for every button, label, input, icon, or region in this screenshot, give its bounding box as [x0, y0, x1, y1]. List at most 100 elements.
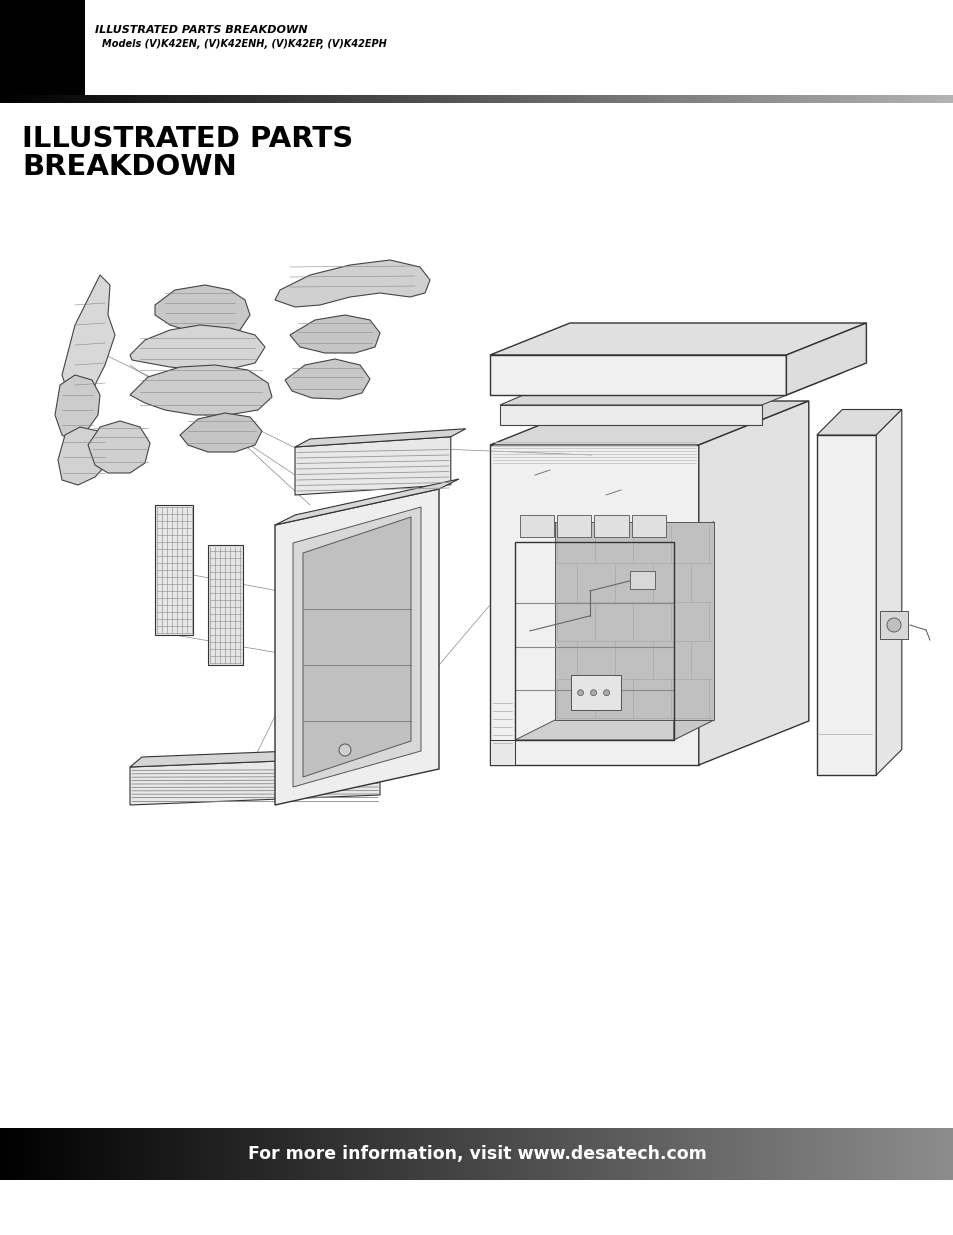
Bar: [386, 95, 389, 103]
Bar: [332, 1128, 335, 1179]
Bar: [348, 95, 351, 103]
Bar: [737, 1128, 740, 1179]
Bar: [594, 515, 628, 536]
Bar: [306, 1128, 309, 1179]
Polygon shape: [154, 285, 250, 335]
Bar: [583, 1128, 586, 1179]
Bar: [756, 95, 759, 103]
Bar: [877, 1128, 880, 1179]
Bar: [29, 1128, 31, 1179]
Bar: [284, 1128, 287, 1179]
Bar: [704, 1128, 707, 1179]
Bar: [446, 1128, 450, 1179]
Bar: [102, 1128, 105, 1179]
Bar: [931, 95, 934, 103]
Bar: [92, 1128, 95, 1179]
Bar: [519, 515, 554, 536]
Bar: [742, 95, 746, 103]
Bar: [574, 1128, 577, 1179]
Circle shape: [603, 689, 609, 695]
Bar: [570, 676, 620, 710]
Bar: [580, 95, 583, 103]
Bar: [95, 1128, 99, 1179]
Bar: [794, 95, 797, 103]
Bar: [908, 95, 912, 103]
Bar: [150, 95, 153, 103]
Bar: [922, 1128, 924, 1179]
Bar: [647, 1128, 650, 1179]
Bar: [912, 1128, 915, 1179]
Bar: [692, 95, 695, 103]
Circle shape: [590, 689, 596, 695]
Text: ILLUSTRATED PARTS BREAKDOWN: ILLUSTRATED PARTS BREAKDOWN: [95, 25, 307, 35]
Bar: [64, 1128, 67, 1179]
Bar: [574, 95, 577, 103]
Polygon shape: [490, 324, 865, 354]
Bar: [172, 95, 175, 103]
Bar: [277, 1128, 280, 1179]
Bar: [892, 1128, 896, 1179]
Bar: [673, 95, 676, 103]
Bar: [86, 1128, 90, 1179]
Bar: [797, 95, 800, 103]
Bar: [128, 95, 131, 103]
Bar: [529, 95, 533, 103]
Bar: [829, 95, 832, 103]
Bar: [22, 1128, 26, 1179]
Bar: [899, 95, 902, 103]
Bar: [654, 95, 657, 103]
Bar: [571, 95, 574, 103]
Bar: [625, 1128, 628, 1179]
Bar: [711, 1128, 714, 1179]
Bar: [274, 95, 277, 103]
Bar: [415, 1128, 417, 1179]
Bar: [290, 1128, 294, 1179]
Bar: [147, 1128, 150, 1179]
Bar: [820, 95, 822, 103]
Bar: [844, 1128, 848, 1179]
Bar: [561, 1128, 564, 1179]
Circle shape: [338, 743, 351, 756]
Bar: [806, 95, 809, 103]
Bar: [629, 571, 655, 589]
Bar: [309, 95, 313, 103]
Bar: [175, 1128, 178, 1179]
Polygon shape: [55, 375, 100, 440]
Bar: [507, 1128, 510, 1179]
Bar: [533, 95, 536, 103]
Bar: [533, 1128, 536, 1179]
Bar: [315, 1128, 318, 1179]
Bar: [602, 1128, 605, 1179]
Bar: [325, 1128, 328, 1179]
Bar: [848, 95, 851, 103]
Bar: [593, 1128, 596, 1179]
Bar: [420, 95, 424, 103]
Bar: [7, 1128, 10, 1179]
Bar: [277, 95, 280, 103]
Bar: [255, 95, 258, 103]
Bar: [873, 95, 877, 103]
Bar: [230, 95, 233, 103]
Bar: [908, 1128, 912, 1179]
Bar: [67, 95, 71, 103]
Bar: [829, 1128, 832, 1179]
Bar: [239, 1128, 242, 1179]
Bar: [76, 1128, 80, 1179]
Bar: [462, 95, 465, 103]
Bar: [513, 1128, 517, 1179]
Bar: [742, 1128, 746, 1179]
Bar: [580, 1128, 583, 1179]
Bar: [166, 95, 169, 103]
Bar: [896, 95, 899, 103]
Bar: [488, 95, 491, 103]
Bar: [771, 95, 775, 103]
Polygon shape: [285, 359, 370, 399]
Bar: [915, 95, 918, 103]
Bar: [268, 95, 271, 103]
Bar: [159, 1128, 163, 1179]
Bar: [299, 1128, 303, 1179]
Bar: [446, 95, 450, 103]
Bar: [163, 1128, 166, 1179]
Bar: [287, 95, 290, 103]
Bar: [682, 1128, 685, 1179]
